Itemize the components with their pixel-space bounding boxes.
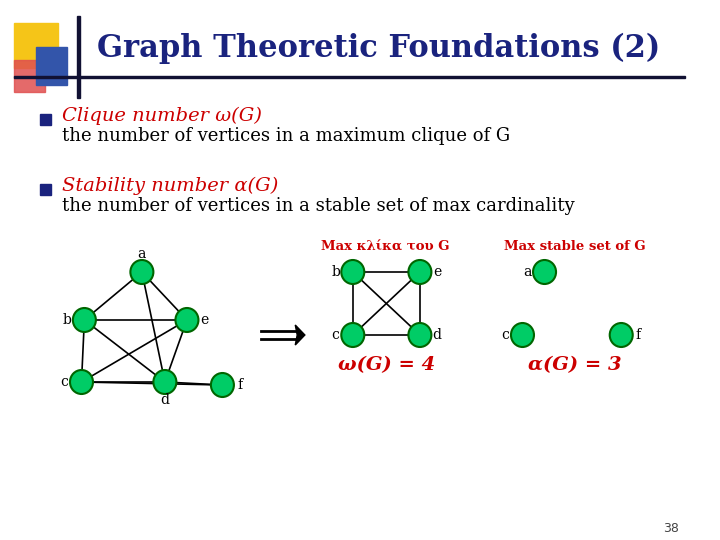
Text: c: c <box>332 328 339 342</box>
Text: c: c <box>501 328 509 342</box>
Text: Max κλίκα τoυ G: Max κλίκα τoυ G <box>321 240 449 253</box>
Text: Max stable set of G: Max stable set of G <box>505 240 646 253</box>
Text: e: e <box>433 265 441 279</box>
Text: Clique number ω(G): Clique number ω(G) <box>63 107 262 125</box>
Text: α(G) = 3: α(G) = 3 <box>528 356 622 374</box>
Circle shape <box>610 323 633 347</box>
Text: d: d <box>161 393 169 407</box>
Text: Graph Theoretic Foundations (2): Graph Theoretic Foundations (2) <box>97 32 660 64</box>
Text: 38: 38 <box>663 522 679 535</box>
Circle shape <box>408 323 431 347</box>
Bar <box>14 60 45 92</box>
Bar <box>40 114 51 125</box>
Text: the number of vertices in a maximum clique of G: the number of vertices in a maximum cliq… <box>63 127 510 145</box>
Text: b: b <box>63 313 71 327</box>
Text: a: a <box>138 247 146 261</box>
Text: d: d <box>433 328 441 342</box>
Circle shape <box>73 308 96 332</box>
Circle shape <box>511 323 534 347</box>
Bar <box>14 23 58 68</box>
Text: ω(G) = 4: ω(G) = 4 <box>338 356 435 374</box>
Bar <box>40 184 51 195</box>
Text: e: e <box>200 313 208 327</box>
Circle shape <box>211 373 234 397</box>
Circle shape <box>341 323 364 347</box>
Text: c: c <box>60 375 68 389</box>
Bar <box>14 76 685 78</box>
Circle shape <box>341 260 364 284</box>
Text: f: f <box>636 328 641 342</box>
Text: a: a <box>523 265 531 279</box>
Text: b: b <box>331 265 340 279</box>
Bar <box>77 16 80 98</box>
Circle shape <box>408 260 431 284</box>
Circle shape <box>130 260 153 284</box>
Circle shape <box>70 370 93 394</box>
Text: the number of vertices in a stable set of max cardinality: the number of vertices in a stable set o… <box>63 197 575 215</box>
Circle shape <box>533 260 556 284</box>
Bar <box>37 47 67 85</box>
Text: f: f <box>237 378 242 392</box>
Polygon shape <box>295 325 305 345</box>
Text: Stability number α(G): Stability number α(G) <box>63 177 279 195</box>
Circle shape <box>176 308 199 332</box>
Circle shape <box>153 370 176 394</box>
